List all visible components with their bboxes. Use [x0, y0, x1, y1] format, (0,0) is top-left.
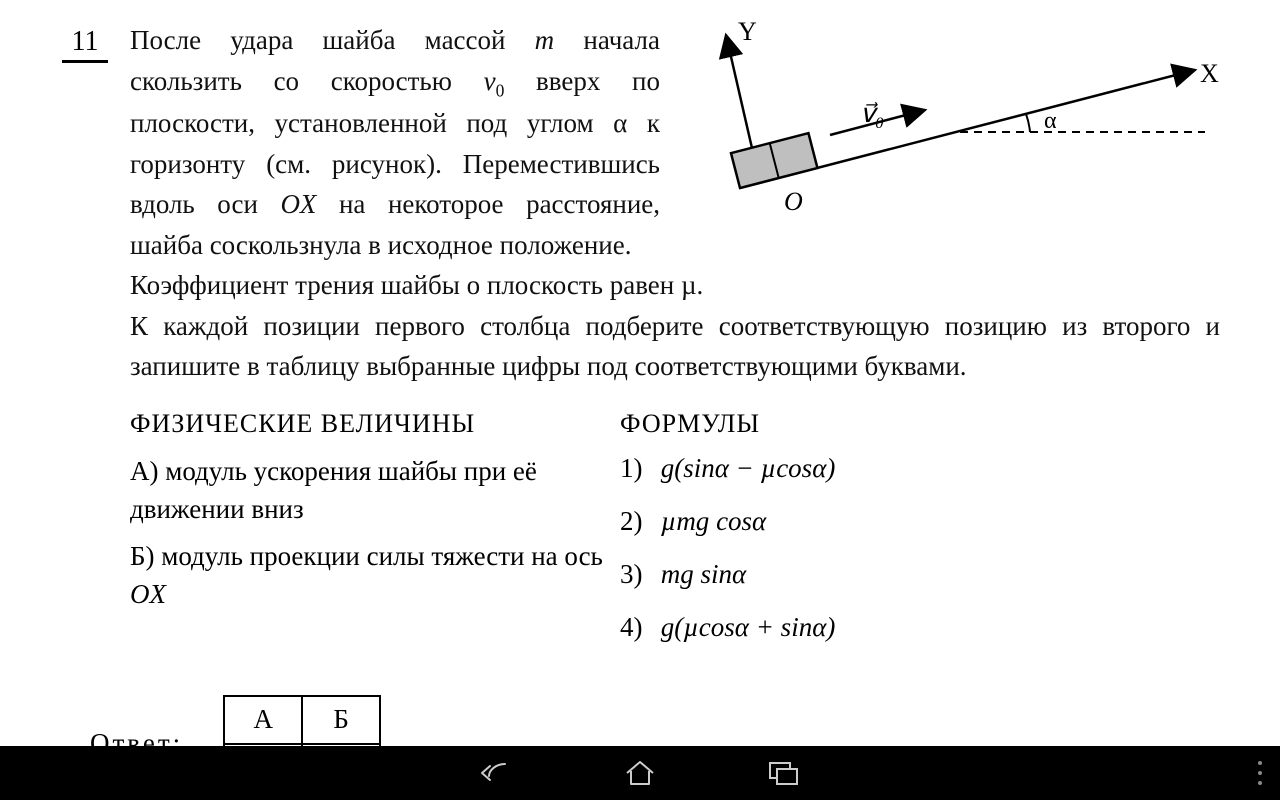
quantity-A-text: модуль ускорения шайбы при её движении в… [130, 456, 537, 524]
intro-full-text: Коэффициент трения шайбы о плоскость рав… [40, 265, 1220, 387]
formula-1: 1) g(sinα − µcosα) [620, 453, 1220, 484]
top-row: 11 После удара шайба массой m нача­ла ск… [40, 20, 1220, 265]
answer-col-A: А [224, 696, 302, 744]
formula-3: 3) mg sinα [620, 559, 1220, 590]
overflow-button[interactable] [1258, 761, 1262, 785]
formulas-header: ФОРМУЛЫ [620, 409, 1220, 439]
intro-narrow-text: После удара шайба массой m нача­ла сколь… [130, 20, 660, 265]
answer-col-B: Б [302, 696, 380, 744]
answer-table: А Б [223, 695, 381, 746]
overflow-dots-icon [1258, 761, 1262, 785]
mu-line: Коэффициент трения шайбы о плоскость рав… [130, 270, 703, 300]
quantities-col: ФИЗИЧЕСКИЕ ВЕЛИЧИНЫ А) модуль ускорения … [130, 409, 620, 665]
label-alpha: α [1044, 108, 1057, 134]
quantity-A-label: А) [130, 456, 159, 486]
recent-button[interactable] [767, 760, 801, 786]
quantity-B-label: Б) [130, 541, 155, 571]
android-navbar [0, 746, 1280, 800]
task-text: К каждой позиции первого столбца подбери… [130, 311, 1220, 382]
label-O: O [784, 187, 803, 216]
back-button[interactable] [479, 758, 513, 788]
answer-row: Ответ: А Б [40, 695, 1220, 746]
problem-number: 11 [40, 20, 130, 265]
inclined-plane-svg: Y X O v⃗0 α [660, 20, 1220, 230]
formula-2: 2) µmg cosα [620, 506, 1220, 537]
label-v0: v⃗0 [860, 99, 883, 132]
problem-number-underline [62, 60, 108, 63]
document-page: 11 После удара шайба массой m нача­ла ск… [0, 0, 1280, 746]
home-button[interactable] [623, 759, 657, 787]
quantity-A: А) модуль ускорения шайбы при её движени… [130, 453, 620, 529]
label-X: X [1200, 59, 1219, 88]
quantity-B: Б) модуль проекции силы тя­жести на ось … [130, 538, 620, 614]
formula-4: 4) g(µcosα + sinα) [620, 612, 1220, 643]
quantities-header: ФИЗИЧЕСКИЕ ВЕЛИЧИНЫ [130, 409, 620, 439]
problem-number-value: 11 [72, 26, 99, 57]
label-Y: Y [738, 20, 757, 46]
answer-label: Ответ: [90, 728, 183, 746]
columns: ФИЗИЧЕСКИЕ ВЕЛИЧИНЫ А) модуль ускорения … [40, 409, 1220, 665]
diagram: Y X O v⃗0 α [660, 20, 1220, 265]
formulas-col: ФОРМУЛЫ 1) g(sinα − µcosα) 2) µmg cosα 3… [620, 409, 1220, 665]
